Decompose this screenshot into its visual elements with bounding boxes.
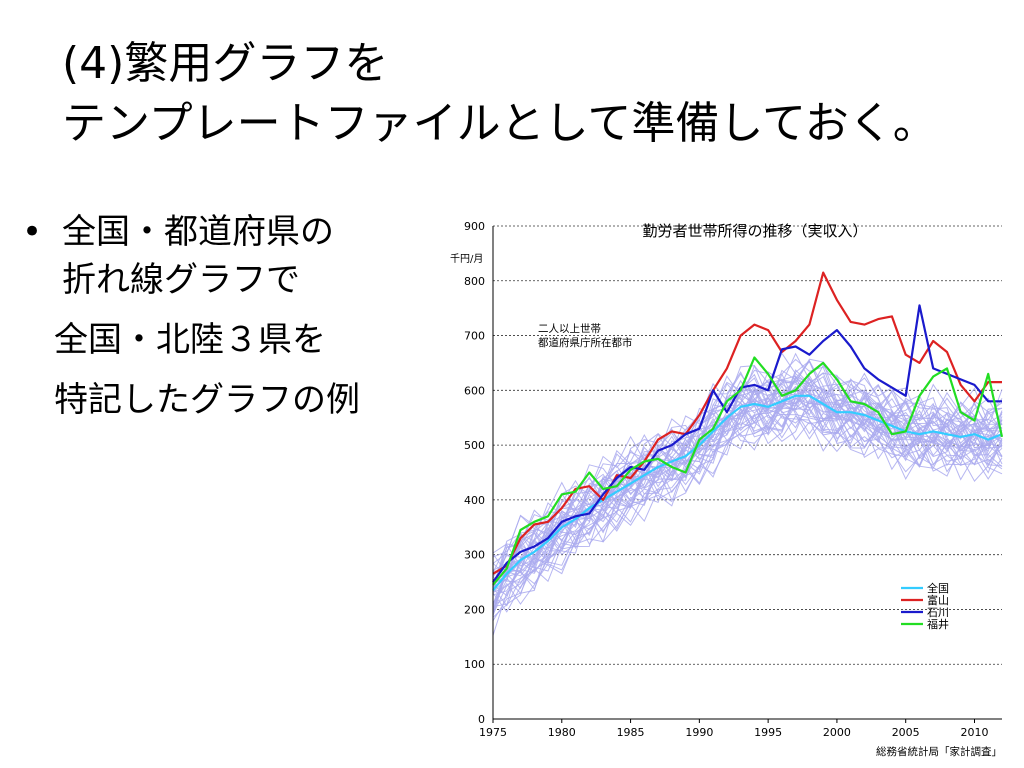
- x-tick-label: 2000: [823, 726, 851, 739]
- x-tick-label: 2010: [960, 726, 988, 739]
- sub-text-line-2: 特記したグラフの例: [54, 380, 360, 420]
- legend-label: 全国: [927, 581, 949, 595]
- chart-annotation-line-2: 都道府県庁所在都市: [538, 336, 633, 349]
- x-tick-label: 1975: [479, 726, 507, 739]
- background-series-line: [492, 375, 1003, 585]
- bullet-dot-icon: •: [22, 212, 43, 252]
- background-series-line: [492, 374, 1003, 613]
- background-series-line: [492, 402, 1003, 621]
- bullet-text-line-1: 全国・都道府県の: [62, 212, 334, 252]
- series-line: [492, 304, 1002, 583]
- background-series-line: [492, 387, 1003, 607]
- y-tick-label: 500: [464, 439, 485, 452]
- slide-title: (4)繁用グラフを テンプレートファイルとして準備しておく。: [62, 34, 937, 154]
- y-tick-label: 100: [464, 658, 485, 671]
- legend-label: 石川: [927, 606, 949, 619]
- series-line: [492, 356, 1004, 586]
- bullet-text-line-2: 折れ線グラフで: [62, 260, 300, 300]
- background-series-line: [492, 364, 1003, 582]
- bullet-item: • 全国・都道府県の 折れ線グラフで: [22, 208, 432, 304]
- background-series-line: [492, 384, 1003, 593]
- y-tick-label: 300: [464, 549, 485, 562]
- y-tick-label: 400: [464, 494, 485, 507]
- x-tick-label: 1980: [548, 726, 576, 739]
- y-axis-unit-label: 千円/月: [450, 253, 483, 265]
- background-series-line: [492, 369, 1003, 573]
- sub-text-line-1: 全国・北陸３県を: [54, 320, 326, 360]
- x-tick-label: 1990: [685, 726, 713, 739]
- chart-source-note: 総務省統計局「家計調査」: [876, 745, 1002, 758]
- background-series-line: [492, 390, 1003, 604]
- y-tick-label: 600: [464, 384, 485, 397]
- background-series-line: [492, 388, 1003, 589]
- series-line: [492, 394, 1003, 592]
- legend-label: 福井: [927, 617, 949, 631]
- slide-title-line-1: (4)繁用グラフを: [62, 38, 389, 89]
- y-tick-label: 0: [478, 713, 485, 726]
- y-tick-label: 900: [464, 220, 485, 233]
- x-tick-label: 1995: [754, 726, 782, 739]
- background-series-line: [492, 373, 1003, 583]
- legend-label: 富山: [927, 593, 949, 607]
- y-tick-label: 700: [464, 330, 485, 343]
- chart-annotation-line-1: 二人以上世帯: [538, 322, 601, 335]
- background-series-line: [492, 360, 1003, 586]
- background-series-line: [492, 358, 1003, 564]
- plot-area: [493, 226, 1002, 719]
- chart-title: 勤労者世帯所得の推移（実収入）: [642, 222, 867, 240]
- y-tick-label: 200: [464, 603, 485, 616]
- income-line-chart: 0 100 200 300 400 500 600 700 800 900 1975 1980 1985…: [450, 220, 1004, 758]
- slide-title-line-2: テンプレートファイルとして準備しておく。: [62, 98, 937, 149]
- bullet-list: • 全国・都道府県の 折れ線グラフで 全国・北陸３県を 特記したグラフの例: [22, 208, 432, 424]
- y-tick-label: 800: [464, 275, 485, 288]
- x-tick-label: 2005: [892, 726, 920, 739]
- x-tick-label: 1985: [617, 726, 645, 739]
- background-series-line: [492, 397, 1003, 607]
